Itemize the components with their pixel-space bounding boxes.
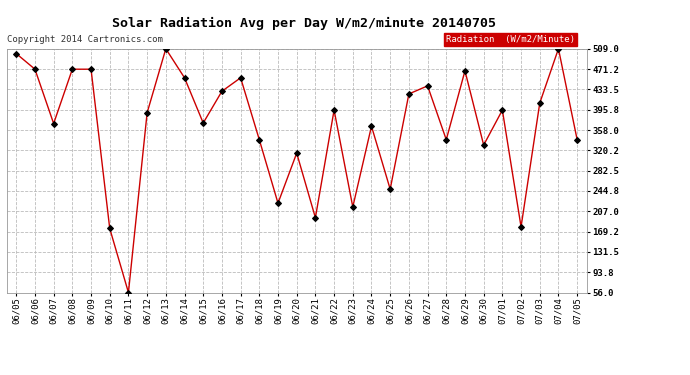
Point — [553, 46, 564, 52]
Point — [478, 142, 489, 148]
Point — [384, 186, 395, 192]
Point — [404, 91, 415, 97]
Text: Solar Radiation Avg per Day W/m2/minute 20140705: Solar Radiation Avg per Day W/m2/minute … — [112, 17, 495, 30]
Point — [123, 290, 134, 296]
Point — [30, 66, 41, 72]
Point — [179, 75, 190, 81]
Text: Radiation  (W/m2/Minute): Radiation (W/m2/Minute) — [446, 35, 575, 44]
Point — [48, 120, 59, 126]
Point — [291, 150, 302, 156]
Point — [235, 75, 246, 81]
Point — [217, 88, 228, 94]
Point — [534, 100, 545, 106]
Point — [497, 107, 508, 113]
Point — [515, 224, 526, 230]
Text: Copyright 2014 Cartronics.com: Copyright 2014 Cartronics.com — [7, 35, 163, 44]
Point — [11, 51, 22, 57]
Point — [273, 200, 284, 206]
Point — [422, 83, 433, 89]
Point — [86, 66, 97, 72]
Point — [254, 136, 265, 142]
Point — [67, 66, 78, 72]
Point — [571, 136, 582, 142]
Point — [328, 107, 339, 113]
Point — [347, 204, 358, 210]
Point — [366, 123, 377, 129]
Point — [141, 110, 152, 116]
Point — [104, 225, 115, 231]
Point — [310, 215, 321, 221]
Point — [460, 68, 471, 74]
Point — [160, 46, 171, 52]
Point — [441, 136, 452, 142]
Point — [198, 120, 209, 126]
